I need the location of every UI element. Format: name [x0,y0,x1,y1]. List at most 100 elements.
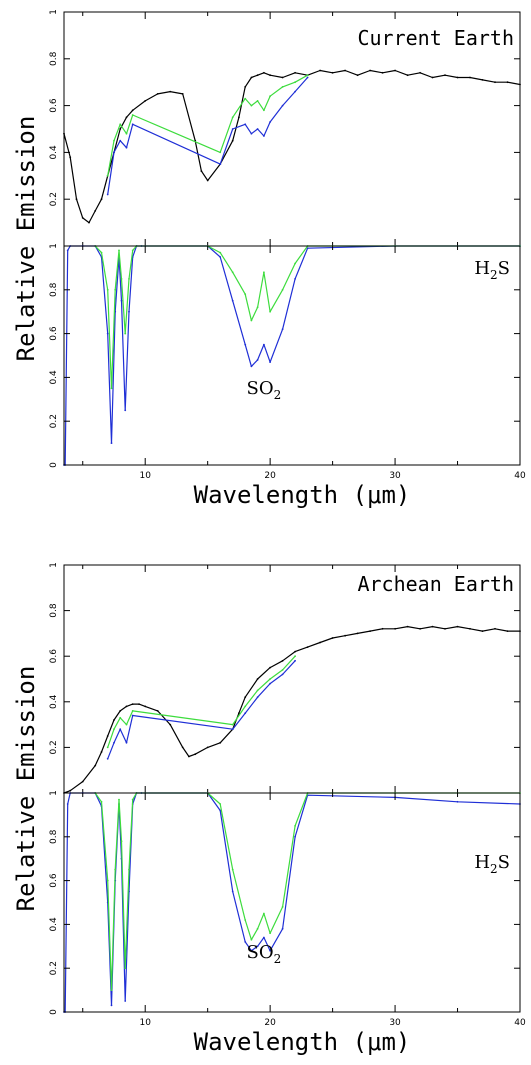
data-point-black [138,703,140,705]
data-point-blue [294,278,296,280]
data-point-blue [110,1004,113,1007]
data-point-black [406,625,409,628]
data-point-black [119,128,122,130]
data-point-black [206,746,209,749]
data-point-green [124,967,127,970]
y-tick-label: 0 [49,1009,59,1015]
data-point-blue [128,310,130,313]
data-point-green [110,387,113,390]
series-line-green [94,245,520,389]
y-tick-label: 0.6 [49,649,59,664]
data-point-blue [131,123,134,126]
data-point-green [231,868,234,871]
data-point-green [118,249,120,252]
data-point-black [88,221,90,224]
data-point-black [94,764,97,767]
data-point-black [256,74,259,77]
data-point-blue [269,121,271,123]
data-point-green [219,251,222,254]
data-point-black [444,627,446,630]
data-point-green [281,86,284,88]
data-point-green [120,278,123,280]
data-point-black [194,753,197,756]
data-point-black [481,630,484,632]
data-point-green [294,81,296,84]
data-point-green [131,249,134,252]
emission-panel: 0.2 0.4 0.6 0.8 1 [49,562,521,794]
y-tick-label: 0.6 [49,98,59,113]
data-point-green [263,109,265,112]
x-tick-label: 10 [139,471,151,481]
plot-frame [63,245,521,466]
data-point-blue [124,1000,127,1002]
data-point-green [269,95,271,98]
data-point-green [125,132,128,135]
data-point-black [100,198,103,201]
data-point-black [319,69,321,72]
data-point-black [456,76,459,79]
data-point-blue [281,673,284,676]
data-point-black [394,627,396,630]
data-point-black [319,641,321,644]
y-tick-label: 0.4 [49,145,59,160]
data-point-green [250,319,253,322]
data-point-black [144,705,147,708]
data-point-blue [269,361,271,363]
data-point-black [469,627,471,630]
data-point-green [263,271,265,274]
data-point-blue [219,809,222,812]
data-point-blue [231,128,234,130]
data-point-black [219,741,222,744]
data-point-black [269,74,271,77]
y-tick-label: 0.2 [49,192,59,206]
data-point-green [106,288,109,291]
data-point-black [231,139,234,142]
data-point-green [294,262,296,265]
data-point-black [444,74,446,77]
data-point-green [244,705,247,708]
data-point-black [244,696,247,699]
data-point-green [281,288,284,291]
data-point-black [269,666,271,669]
data-point-green [131,710,134,712]
data-point-blue [294,90,296,93]
data-point-green [128,868,130,871]
data-point-black [144,100,147,102]
data-point-green [114,868,117,871]
data-point-black [263,71,265,74]
data-point-blue [306,247,309,250]
data-point-black [119,710,122,712]
data-point-green [231,271,234,274]
y-tick-label: 0.4 [49,694,59,709]
data-point-green [219,803,222,805]
h2s-label: H2S [474,258,510,282]
data-point-blue [131,714,134,717]
data-point-green [244,293,247,296]
data-point-blue [113,741,115,744]
data-point-blue [256,359,259,361]
data-point-green [306,74,309,77]
data-point-black [506,630,509,632]
y-tick-label: 1 [49,562,59,568]
x-tick-label: 20 [264,471,276,481]
data-point-blue [281,104,284,107]
data-point-black [244,86,247,88]
data-point-green [100,800,103,803]
data-point-green [124,332,127,335]
data-point-black [250,76,253,79]
data-point-blue [231,890,234,893]
data-point-blue [231,299,234,302]
data-point-black [369,630,371,632]
data-point-black [100,751,103,753]
data-point-green [250,938,253,941]
data-point-black [188,755,190,758]
data-point-blue [219,256,222,258]
y-tick-label: 1 [49,243,59,249]
data-point-blue [281,927,284,930]
data-point-blue [294,835,296,838]
data-point-green [128,278,130,280]
panel-title: Archean Earth [357,572,514,596]
series-line-green [94,792,520,991]
data-point-green [113,728,115,731]
